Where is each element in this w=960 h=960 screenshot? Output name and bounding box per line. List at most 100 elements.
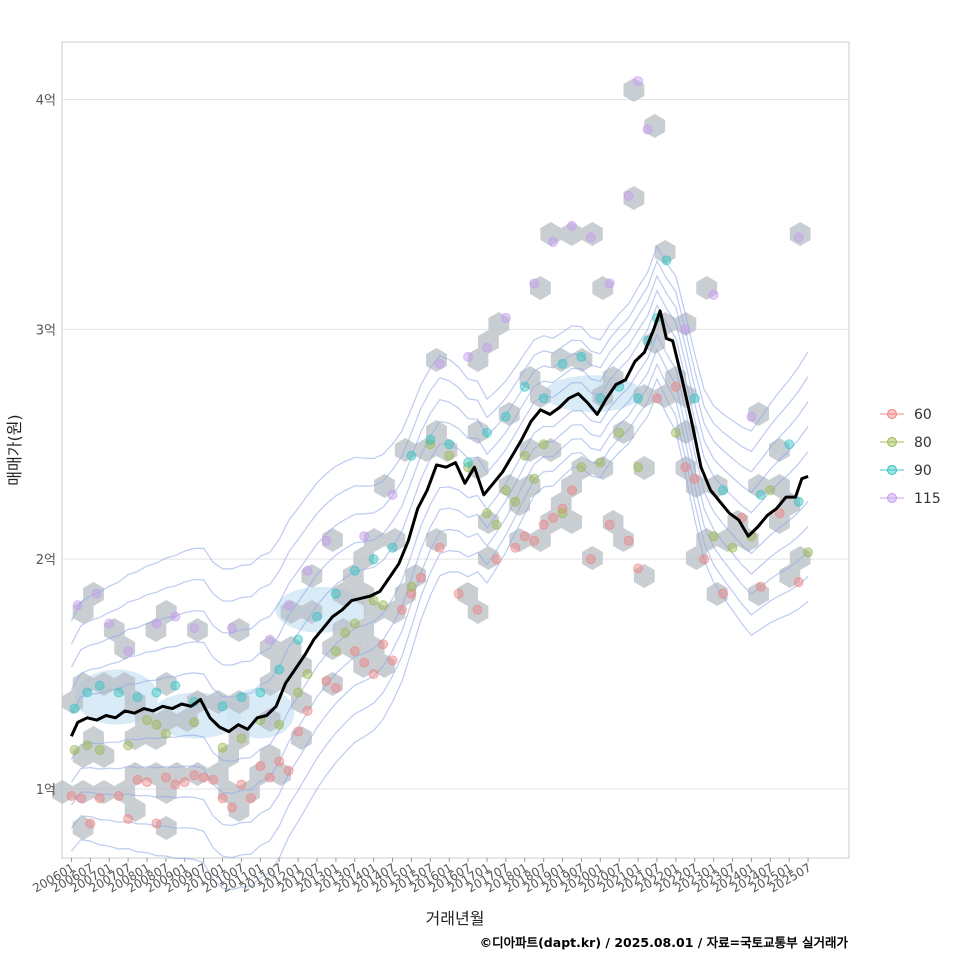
data-point-90 xyxy=(293,634,304,645)
hexbin-cell xyxy=(426,528,447,552)
caption: ©디아파트(dapt.kr) / 2025.08.01 / 자료=국토교통부 실… xyxy=(480,935,849,950)
data-point-90 xyxy=(463,457,474,468)
data-point-60 xyxy=(755,581,766,592)
hexbin-cell xyxy=(394,438,416,462)
data-point-90 xyxy=(661,255,672,266)
density-contour xyxy=(70,392,809,891)
data-point-60 xyxy=(217,793,228,804)
legend-label: 80 xyxy=(914,435,932,451)
data-point-80 xyxy=(330,646,341,657)
data-point-60 xyxy=(680,462,691,473)
data-point-115 xyxy=(151,618,162,629)
data-point-90 xyxy=(500,411,511,422)
data-point-90 xyxy=(94,680,105,691)
hexbin-cell xyxy=(706,582,728,606)
hexbin-cell xyxy=(322,528,343,552)
hexbin-cell xyxy=(155,600,177,624)
hexbin-cell xyxy=(633,564,655,588)
hexbin-cell xyxy=(633,384,655,408)
density-contour xyxy=(70,289,809,691)
data-point-60 xyxy=(566,485,577,496)
data-point-90 xyxy=(217,701,228,712)
data-point-80 xyxy=(160,728,171,739)
legend-key xyxy=(887,409,897,419)
data-point-90 xyxy=(170,680,181,691)
hexbin-cell xyxy=(93,780,115,804)
legend-label: 115 xyxy=(914,491,941,507)
hexbin-cell xyxy=(291,690,312,714)
hexbin-cell xyxy=(259,672,281,696)
data-point-60 xyxy=(302,705,313,716)
data-point-90 xyxy=(595,393,606,404)
data-point-115 xyxy=(604,278,615,289)
density-contour xyxy=(70,333,809,763)
data-point-115 xyxy=(302,565,313,576)
legend-key xyxy=(887,493,897,503)
data-point-60 xyxy=(434,542,445,553)
y-axis-title: 매매가(원) xyxy=(5,414,24,485)
data-point-60 xyxy=(415,572,426,583)
data-point-60 xyxy=(189,770,200,781)
density-contour xyxy=(70,245,809,622)
data-point-60 xyxy=(651,393,662,404)
data-point-60 xyxy=(510,542,521,553)
hexbin-cell xyxy=(519,438,541,462)
data-point-115 xyxy=(793,232,804,243)
hexbin-cell xyxy=(207,762,229,786)
data-point-60 xyxy=(330,682,341,693)
data-point-115 xyxy=(529,278,540,289)
hexbin-cell xyxy=(426,420,447,444)
hexbin-cell xyxy=(748,582,769,606)
data-point-60 xyxy=(349,646,360,657)
data-point-115 xyxy=(463,351,474,362)
data-point-60 xyxy=(321,676,332,687)
hexbin-cell xyxy=(540,438,562,462)
data-point-115 xyxy=(633,76,644,87)
data-point-90 xyxy=(755,489,766,500)
data-point-90 xyxy=(69,703,80,714)
hexbin-cell xyxy=(72,600,94,624)
point-layer xyxy=(66,76,814,829)
data-point-80 xyxy=(94,744,105,755)
data-point-115 xyxy=(189,623,200,634)
hexbin-cell xyxy=(394,582,416,606)
data-point-80 xyxy=(510,496,521,507)
data-point-60 xyxy=(604,519,615,530)
data-point-80 xyxy=(765,485,776,496)
data-point-90 xyxy=(633,393,644,404)
data-point-90 xyxy=(132,692,143,703)
y-tick-label: 3억 xyxy=(36,323,56,338)
hexbin-cell xyxy=(124,690,146,714)
density-contour xyxy=(70,377,809,859)
hexbin-cell xyxy=(613,528,634,552)
density-contour xyxy=(70,274,809,668)
data-point-80 xyxy=(708,531,719,542)
y-axis: 1억 2억 3억 4억 xyxy=(36,93,56,798)
data-point-115 xyxy=(283,600,294,611)
data-point-60 xyxy=(179,777,190,788)
x-axis-title: 거래년월 xyxy=(426,909,485,928)
hexbin-cell xyxy=(748,402,769,426)
hexbin-cell xyxy=(478,330,499,354)
data-point-90 xyxy=(481,427,492,438)
data-point-80 xyxy=(69,744,80,755)
data-point-80 xyxy=(614,427,625,438)
hexbin-cell xyxy=(592,276,614,300)
data-point-60 xyxy=(66,790,77,801)
data-point-60 xyxy=(406,588,417,599)
gridlines xyxy=(62,98,849,790)
data-point-60 xyxy=(359,657,370,668)
data-point-60 xyxy=(151,818,162,829)
data-point-80 xyxy=(500,485,511,496)
data-point-60 xyxy=(198,772,209,783)
data-point-60 xyxy=(774,508,785,519)
data-point-115 xyxy=(500,312,511,323)
data-point-80 xyxy=(491,519,502,530)
data-point-60 xyxy=(548,512,559,523)
data-point-115 xyxy=(566,220,577,231)
data-point-80 xyxy=(633,462,644,473)
data-point-90 xyxy=(311,611,322,622)
data-point-90 xyxy=(718,485,729,496)
hexbin-cell xyxy=(207,690,229,714)
